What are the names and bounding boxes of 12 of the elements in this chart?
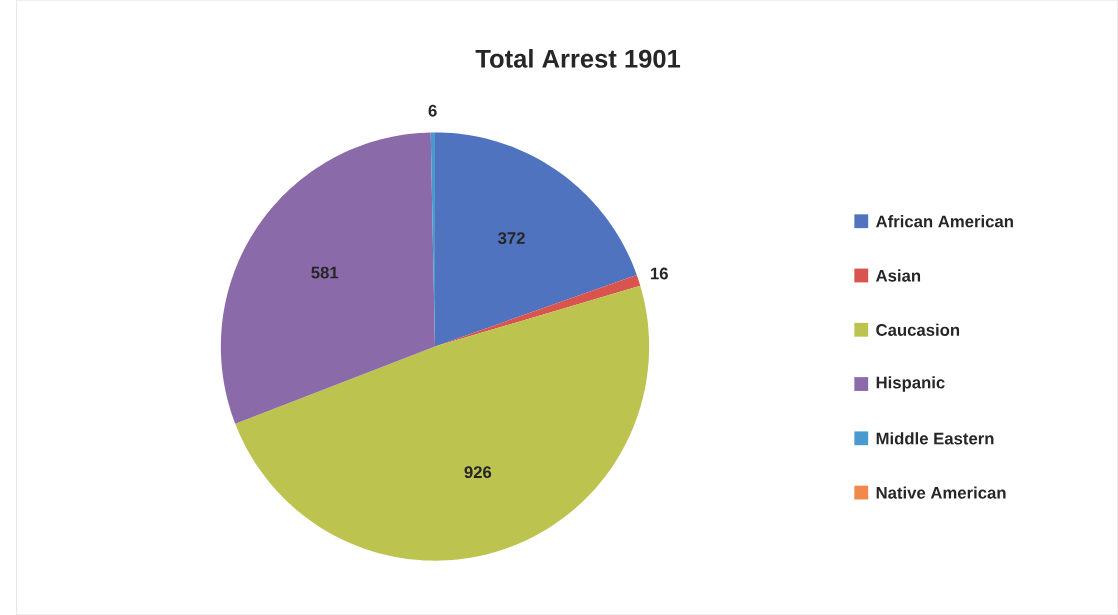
data-label: 6 (428, 104, 437, 117)
legend-label: Middle Eastern (876, 432, 994, 445)
data-label: 926 (464, 466, 492, 479)
data-label: 372 (497, 232, 525, 244)
legend-label: Hispanic (876, 376, 945, 392)
legend-label: Asian (876, 269, 921, 282)
legend-label: Caucasion (876, 323, 960, 336)
chart-title: Total Arrest 1901 (475, 48, 681, 68)
legend-label: Native American (876, 486, 1006, 499)
legend-label: African American (876, 215, 1013, 228)
data-label: 581 (311, 266, 339, 279)
data-label: 16 (650, 267, 668, 280)
